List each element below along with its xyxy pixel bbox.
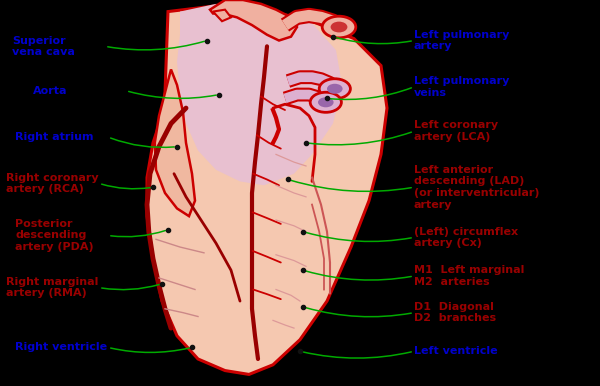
Text: Left ventricle: Left ventricle [414, 346, 497, 356]
Circle shape [319, 79, 350, 99]
Text: Right coronary
artery (RCA): Right coronary artery (RCA) [6, 173, 98, 194]
Text: Right atrium: Right atrium [15, 132, 94, 142]
Text: D1  Diagonal
D2  branches: D1 Diagonal D2 branches [414, 302, 496, 323]
Text: Aorta: Aorta [33, 86, 67, 96]
Polygon shape [177, 4, 342, 185]
Polygon shape [155, 69, 195, 216]
Text: Right ventricle: Right ventricle [15, 342, 107, 352]
Text: Superior
vena cava: Superior vena cava [12, 36, 75, 57]
Text: Right marginal
artery (RMA): Right marginal artery (RMA) [6, 277, 98, 298]
Polygon shape [210, 0, 297, 41]
Text: Left pulmonary
veins: Left pulmonary veins [414, 76, 509, 98]
Circle shape [318, 97, 334, 107]
Circle shape [322, 16, 356, 38]
Polygon shape [147, 6, 387, 374]
Text: (Left) circumflex
artery (Cx): (Left) circumflex artery (Cx) [414, 227, 518, 248]
Circle shape [331, 22, 347, 32]
Text: Posterior
descending
artery (PDA): Posterior descending artery (PDA) [15, 219, 94, 252]
Polygon shape [213, 10, 231, 21]
Text: Left coronary
artery (LCA): Left coronary artery (LCA) [414, 120, 498, 142]
Text: Left anterior
descending (LAD)
(or interventricular)
artery: Left anterior descending (LAD) (or inter… [414, 165, 539, 210]
Circle shape [310, 92, 341, 112]
Text: Left pulmonary
artery: Left pulmonary artery [414, 30, 509, 51]
Circle shape [327, 84, 343, 94]
Text: M1  Left marginal
M2  arteries: M1 Left marginal M2 arteries [414, 265, 524, 287]
